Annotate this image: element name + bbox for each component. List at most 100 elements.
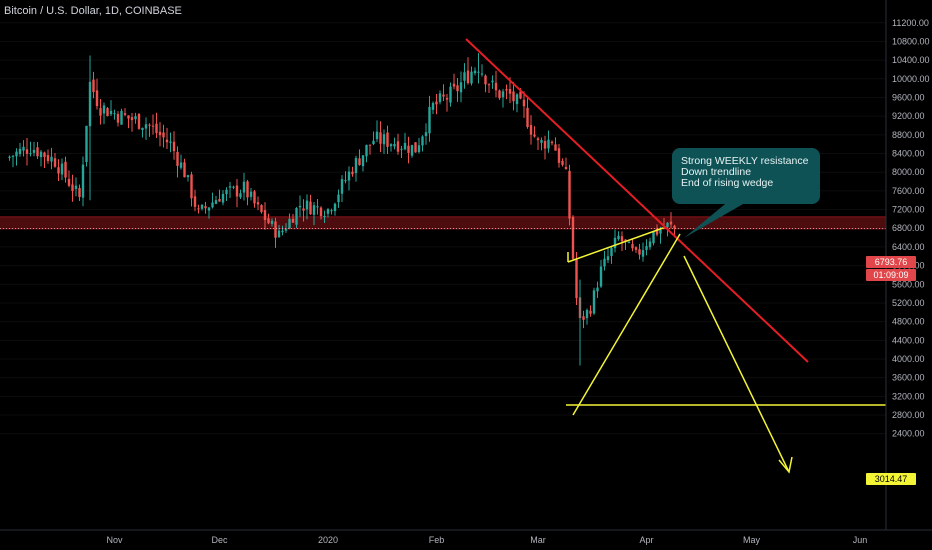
candle-body [123, 113, 127, 115]
candle-body [519, 91, 522, 99]
y-tick-label: 2400.00 [892, 429, 925, 439]
candle-body [505, 89, 508, 91]
candle-body [267, 218, 270, 224]
candle-body [148, 124, 151, 126]
candle-body [127, 115, 130, 119]
x-tick-label: May [743, 535, 761, 545]
candle-body [613, 237, 617, 249]
candle-body [480, 73, 484, 75]
candle-body [645, 246, 648, 250]
drawings [0, 38, 886, 474]
candle-body [508, 89, 512, 94]
target-price-label: 3014.47 [866, 473, 916, 485]
candle-body [165, 139, 169, 143]
candle-body [246, 181, 249, 198]
candle-body [22, 146, 25, 151]
candle-body [641, 250, 645, 257]
candle-body [582, 316, 585, 320]
candle-body [386, 132, 389, 147]
candle-body [277, 230, 281, 238]
candle-body [53, 158, 57, 167]
candle-body [71, 184, 74, 191]
candle-body [92, 79, 95, 93]
candle-body [414, 142, 417, 153]
y-tick-label: 7600.00 [892, 186, 925, 196]
candle-body [627, 241, 631, 244]
candle-body [470, 71, 473, 84]
candle-body [494, 82, 498, 91]
candle-body [361, 155, 365, 167]
candle-body [634, 247, 638, 250]
candle-body [151, 125, 155, 127]
candlesticks [8, 53, 676, 366]
y-tick-label: 4000.00 [892, 354, 925, 364]
annotation-callout: Strong WEEKLY resistance Down trendline … [672, 148, 820, 204]
y-tick-label: 10800.00 [892, 36, 930, 46]
candle-body [312, 205, 316, 215]
candle-body [344, 180, 347, 182]
candle-body [172, 141, 176, 152]
candle-body [358, 158, 361, 165]
candle-body [235, 185, 239, 197]
candle-body [242, 181, 246, 193]
candle-body [109, 110, 113, 115]
callout-line-3: End of rising wedge [681, 177, 774, 189]
candle-body [410, 144, 414, 156]
candle-body [407, 145, 410, 153]
candle-body [102, 105, 106, 114]
candle-body [64, 161, 67, 178]
candle-body [631, 244, 634, 249]
candle-body [400, 148, 403, 150]
candle-body [372, 140, 375, 145]
candle-body [662, 227, 666, 229]
y-tick-label: 6400.00 [892, 242, 925, 252]
candle-body [298, 205, 302, 208]
candle-body [624, 239, 627, 242]
candle-body [606, 256, 610, 261]
candle-body [221, 193, 225, 203]
candle-body [295, 208, 298, 225]
candle-body [225, 189, 228, 194]
candle-body [554, 144, 557, 151]
y-tick-label: 5200.00 [892, 298, 925, 308]
candle-body [197, 208, 200, 210]
candle-body [18, 148, 22, 154]
candle-body [533, 134, 536, 137]
candle-body [599, 266, 603, 287]
candle-body [368, 144, 372, 146]
candle-body [46, 155, 50, 162]
candle-body [596, 287, 599, 292]
candle-body [449, 86, 452, 103]
candle-body [575, 259, 578, 299]
candle-body [36, 147, 39, 157]
candle-body [442, 94, 445, 97]
candle-body [134, 116, 137, 120]
y-tick-label: 6800.00 [892, 223, 925, 233]
candle-body [85, 125, 88, 163]
candle-body [8, 156, 11, 158]
candle-body [319, 207, 323, 217]
candle-body [81, 164, 85, 198]
candle-body [95, 90, 99, 107]
wedge-lower-line [572, 233, 681, 416]
candle-body [302, 208, 305, 211]
candle-body [617, 235, 620, 240]
candle-body [463, 72, 466, 81]
x-tick-label: Nov [106, 535, 123, 545]
candle-body [655, 228, 659, 235]
candle-body [435, 101, 438, 105]
countdown-label: 01:09:09 [866, 269, 916, 281]
candle-body [162, 132, 165, 138]
candle-body [144, 124, 148, 129]
candle-body [211, 202, 214, 208]
candle-body [330, 210, 333, 212]
candle-body [522, 99, 526, 107]
y-tick-label: 3600.00 [892, 373, 925, 383]
candle-body [589, 310, 592, 314]
candle-body [50, 156, 53, 162]
candle-body [571, 216, 575, 259]
candle-body [116, 113, 120, 123]
y-tick-label: 4400.00 [892, 335, 925, 345]
callout-line-2: Down trendline [681, 166, 752, 178]
